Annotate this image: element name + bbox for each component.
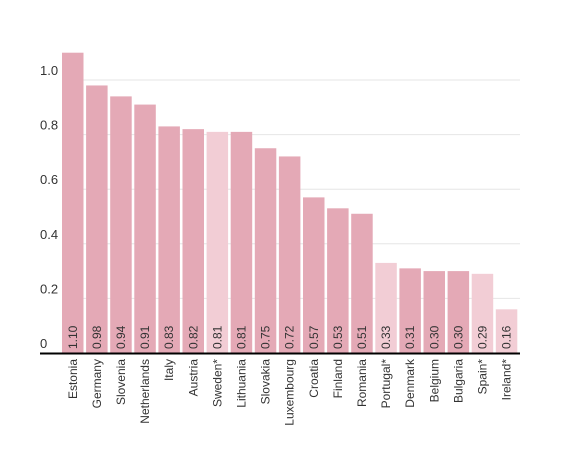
x-tick-label: Finland [331,359,345,398]
x-tick-label: Romania [355,359,369,407]
x-tick-label: Belgium [427,359,441,402]
value-label: 0.29 [475,325,489,349]
value-label: 1.10 [66,325,80,349]
x-tick-label: Portugal* [379,359,393,409]
bar [278,156,301,353]
x-axis-labels: Estonia Germany Slovenia Netherlands Italy Au… [66,358,514,426]
value-label: 0.98 [90,325,104,349]
x-tick-label: Estonia [66,359,80,399]
x-tick-label: Luxembourg [283,359,297,426]
bar [110,96,132,353]
x-tick-label: Lithuania [234,359,248,408]
value-labels: 1.10 0.98 0.94 0.91 0.83 0.82 0.81 0.81 0.75 0.72… [66,325,514,349]
value-label: 0.72 [283,325,297,349]
value-label: 0.94 [114,325,128,349]
value-label: 0.51 [355,325,369,349]
x-tick-label: Italy [162,359,176,381]
x-tick-label: Bulgaria [451,359,465,403]
bar [399,268,421,353]
value-label: 0.53 [331,325,345,349]
y-tick-label: 1.0 [40,63,58,78]
value-label: 0.81 [210,325,224,349]
x-tick-label: Denmark [403,358,417,408]
y-tick-label: 0.8 [40,118,58,133]
x-tick-label: Sweden* [210,359,224,407]
bar [254,148,277,353]
value-label: 0.75 [259,325,273,349]
value-label: 0.31 [403,325,417,349]
value-label: 0.16 [500,325,514,349]
x-tick-label: Slovakia [259,359,273,405]
y-tick-label: 0 [40,336,47,351]
bar [495,309,518,353]
value-label: 0.33 [379,325,393,349]
y-axis: 0 0.2 0.4 0.6 0.8 1.0 [40,63,58,351]
x-tick-label: Croatia [307,359,321,398]
bars [62,52,518,354]
y-tick-label: 0.2 [40,281,58,296]
value-label: 0.30 [427,325,441,349]
bar [423,271,445,353]
value-label: 0.83 [162,325,176,349]
value-label: 0.30 [451,325,465,349]
bar [447,271,470,353]
bar [182,129,204,353]
y-tick-label: 0.4 [40,227,58,242]
bar [230,131,253,353]
bar [134,104,156,353]
x-tick-label: Germany [90,359,104,408]
bar [86,85,108,354]
value-label: 0.81 [234,325,248,349]
bar [158,126,180,353]
x-tick-label: Ireland* [500,359,514,401]
bar [206,131,229,353]
value-label: 0.82 [186,325,200,349]
x-tick-label: Slovenia [114,359,128,405]
x-tick-label: Austria [186,359,200,397]
x-tick-label: Spain* [475,359,489,395]
x-tick-label: Netherlands [138,359,152,424]
bar [327,208,349,353]
value-label: 0.57 [307,325,321,349]
value-label: 0.91 [138,325,152,349]
bar [471,273,494,353]
y-tick-label: 0.6 [40,172,58,187]
bar [303,197,325,353]
bar [351,213,373,353]
bar [62,52,84,353]
bar [375,262,397,353]
